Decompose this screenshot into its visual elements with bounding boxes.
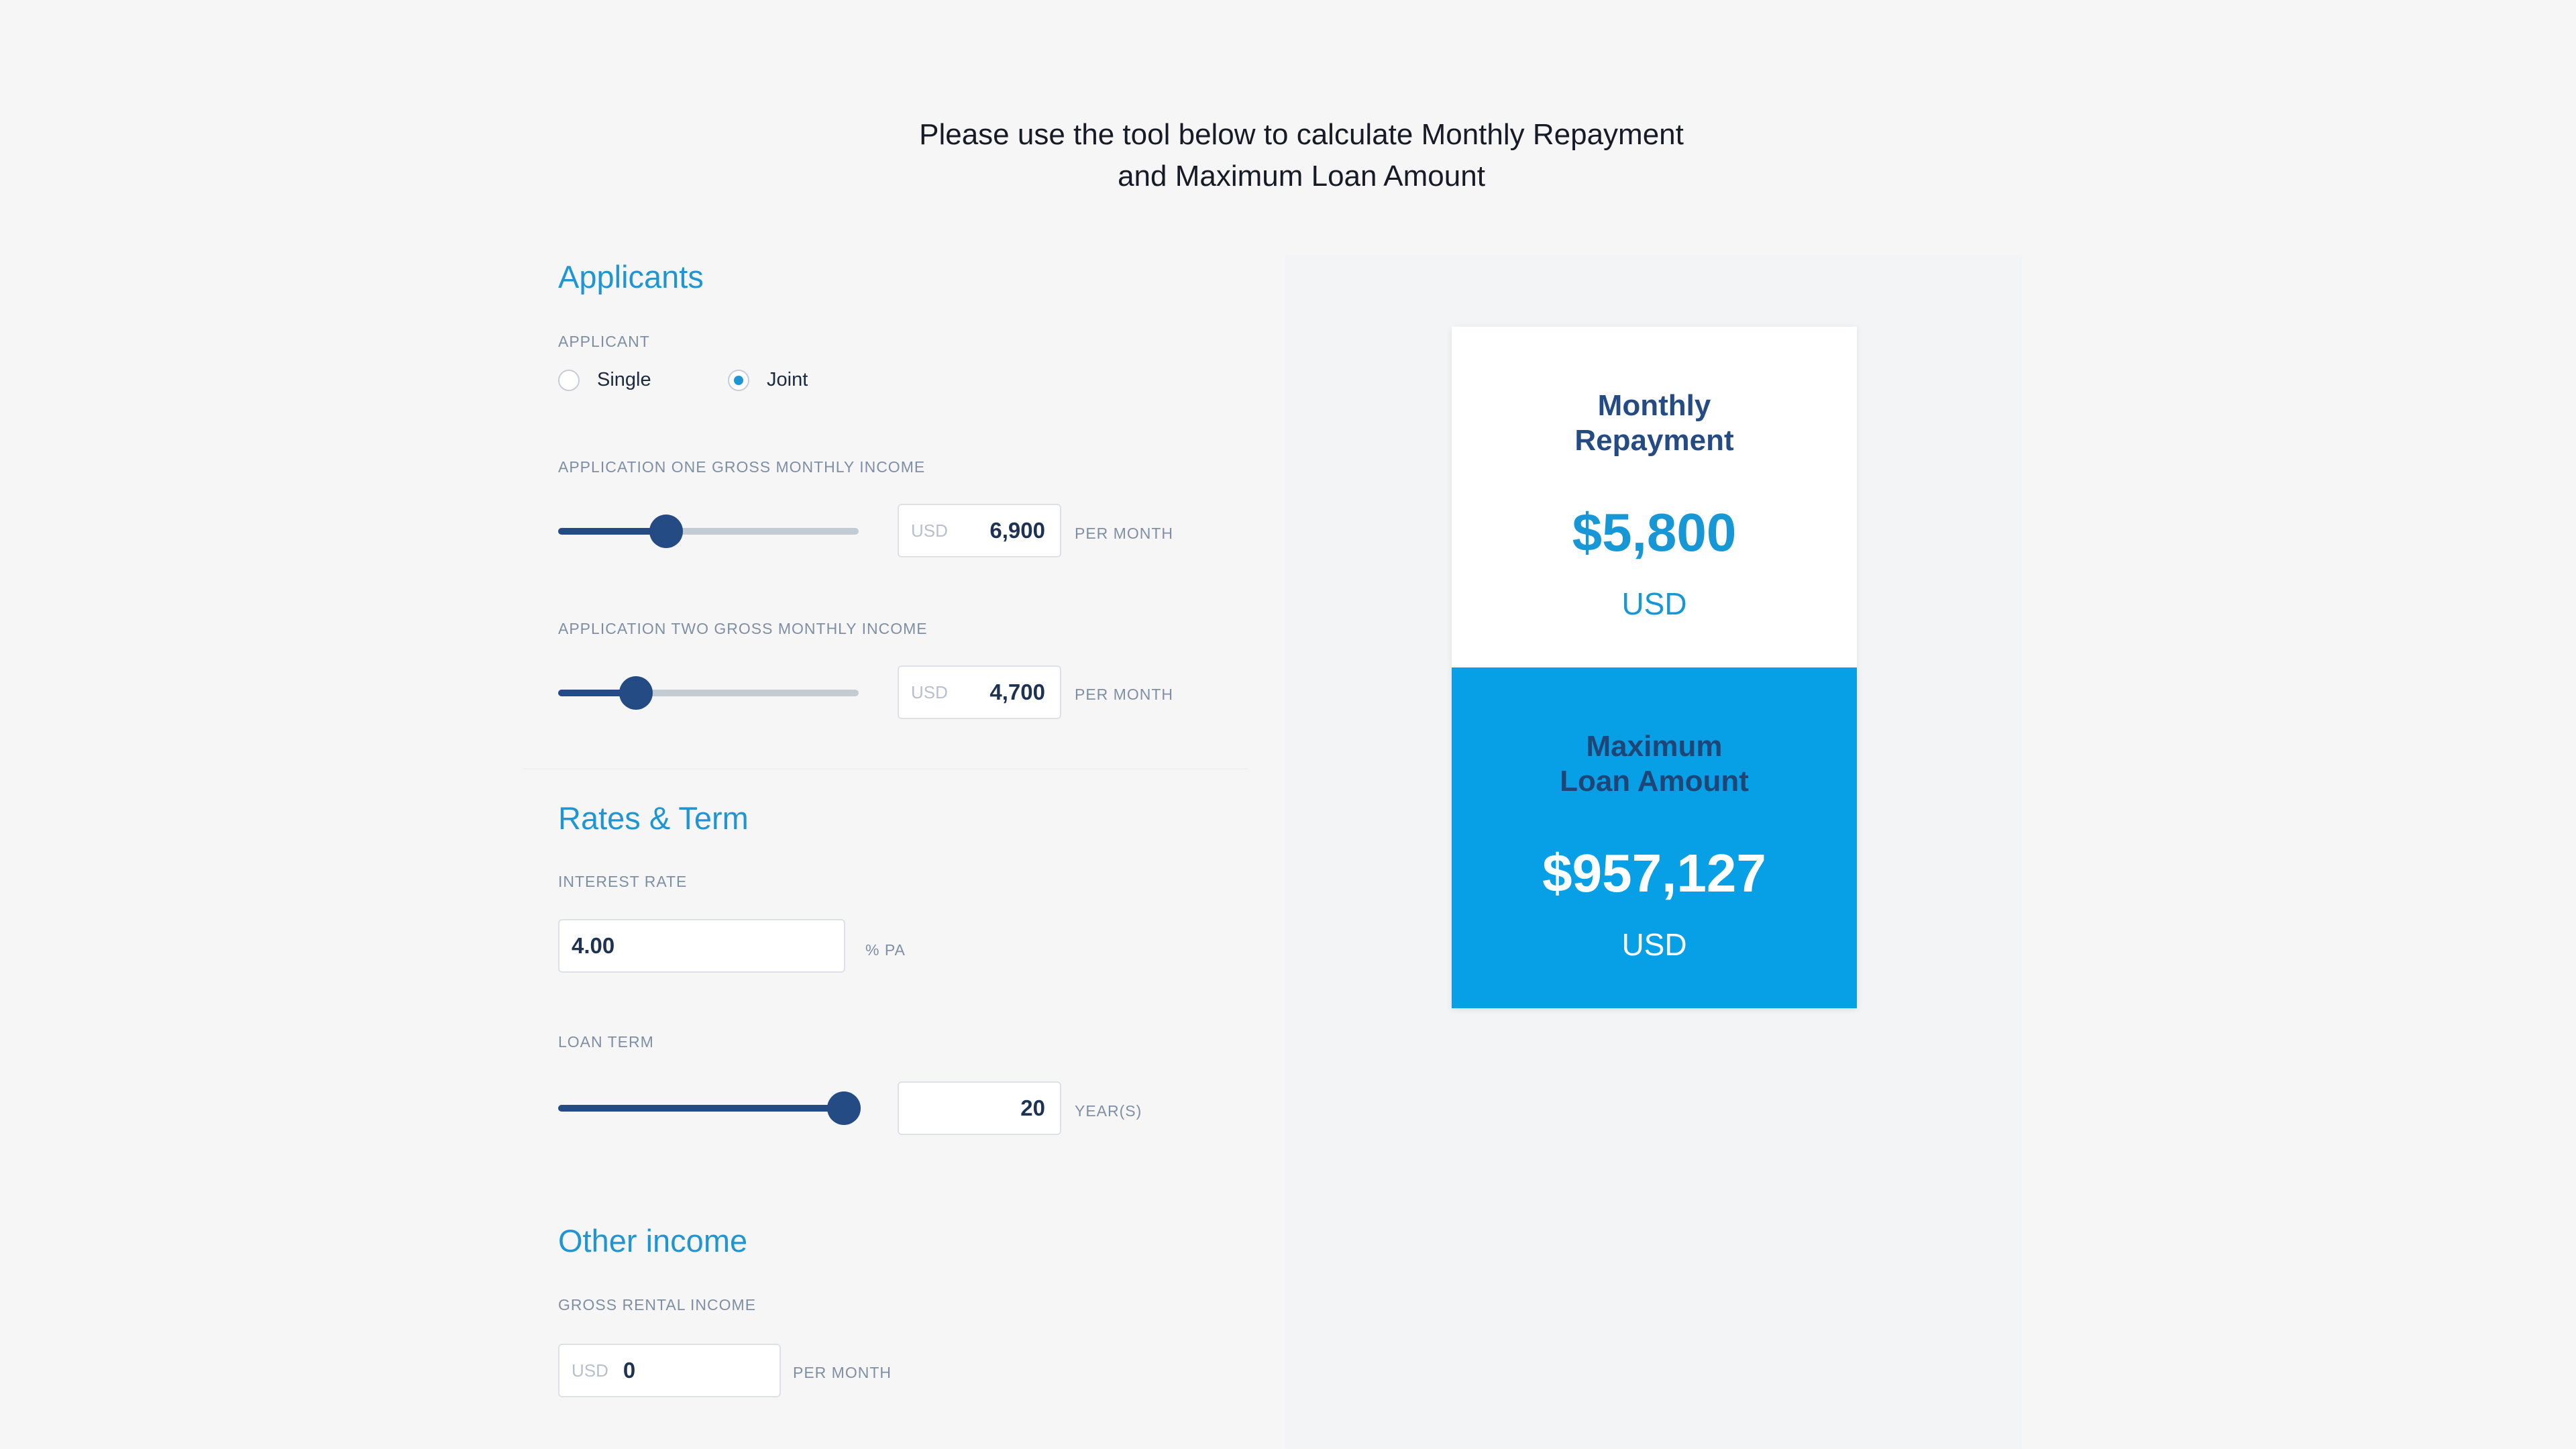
income-two-currency: USD (911, 682, 948, 702)
intro-line-1: Please use the tool below to calculate M… (919, 118, 1684, 151)
radio-joint-circle[interactable] (728, 369, 749, 391)
income-two-slider-thumb[interactable] (619, 676, 653, 710)
rental-income-unit: PER MONTH (793, 1364, 892, 1381)
income-one-label: APPLICATION ONE GROSS MONTHLY INCOME (558, 458, 926, 476)
section-divider (523, 768, 1248, 769)
radio-joint-label: Joint (767, 369, 808, 390)
income-one-slider-fill (558, 528, 666, 535)
monthly-repayment-amount: $5,800 (1572, 502, 1737, 562)
maximum-loan-currency: USD (1621, 927, 1687, 962)
intro-text: Please use the tool below to calculate M… (751, 114, 1851, 197)
loan-term-slider-fill (558, 1105, 844, 1112)
interest-rate-unit: % PA (865, 941, 906, 959)
loan-term-unit: YEAR(S) (1075, 1102, 1142, 1120)
income-one-input[interactable]: USD 6,900 (898, 504, 1061, 557)
section-title-other-income: Other income (558, 1223, 748, 1258)
rental-income-currency: USD (572, 1360, 608, 1381)
income-two-slider-track[interactable] (558, 690, 859, 696)
radio-single-label: Single (597, 369, 651, 390)
radio-joint[interactable]: Joint (728, 369, 808, 391)
radio-single[interactable]: Single (558, 369, 651, 391)
section-title-applicants: Applicants (558, 259, 704, 294)
monthly-repayment-card: Monthly Repayment $5,800 USD (1452, 327, 1857, 667)
loan-term-label: LOAN TERM (558, 1033, 654, 1051)
loan-term-input[interactable]: 20 (898, 1081, 1061, 1135)
rental-income-input[interactable]: USD 0 (558, 1344, 781, 1397)
section-title-rates-term: Rates & Term (558, 800, 749, 836)
interest-rate-label: INTEREST RATE (558, 873, 688, 890)
intro-line-2: and Maximum Loan Amount (1118, 160, 1485, 193)
income-one-currency: USD (911, 520, 948, 541)
loan-term-slider[interactable] (558, 1089, 861, 1126)
rental-income-value[interactable]: 0 (623, 1358, 636, 1383)
loan-term-slider-thumb[interactable] (827, 1091, 861, 1125)
income-two-label: APPLICATION TWO GROSS MONTHLY INCOME (558, 620, 928, 637)
monthly-repayment-title: Monthly Repayment (1574, 389, 1734, 457)
loan-term-value[interactable]: 20 (1020, 1095, 1045, 1120)
income-one-slider-thumb[interactable] (649, 515, 683, 548)
rental-income-label: GROSS RENTAL INCOME (558, 1296, 757, 1313)
applicant-label: APPLICANT (558, 333, 650, 350)
radio-single-circle[interactable] (558, 369, 580, 391)
income-one-slider-track[interactable] (558, 528, 859, 535)
monthly-repayment-currency: USD (1621, 586, 1687, 621)
interest-rate-value[interactable]: 4.00 (572, 933, 615, 958)
income-one-value[interactable]: 6,900 (989, 518, 1045, 543)
maximum-loan-amount: $957,127 (1542, 843, 1766, 903)
maximum-loan-card: Maximum Loan Amount $957,127 USD (1452, 667, 1857, 1008)
interest-rate-input[interactable]: 4.00 (558, 919, 845, 973)
income-two-slider-fill (558, 690, 636, 696)
income-one-slider[interactable] (558, 512, 859, 549)
income-two-unit: PER MONTH (1075, 686, 1173, 703)
maximum-loan-title: Maximum Loan Amount (1560, 730, 1749, 798)
income-two-input[interactable]: USD 4,700 (898, 665, 1061, 719)
income-two-value[interactable]: 4,700 (989, 680, 1045, 704)
income-one-unit: PER MONTH (1075, 525, 1173, 542)
income-two-slider[interactable] (558, 674, 859, 711)
